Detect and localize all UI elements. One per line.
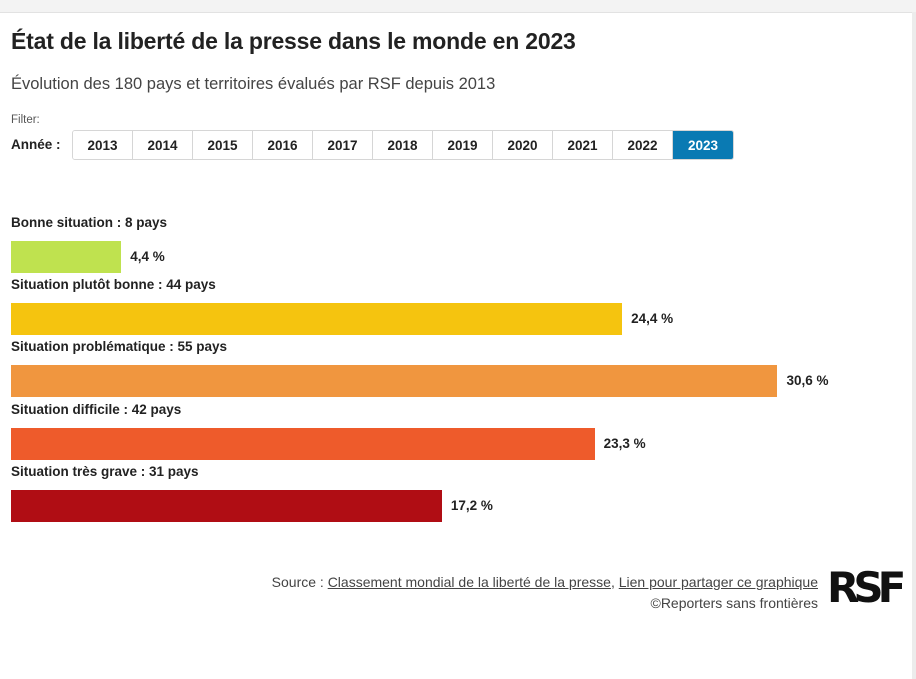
year-button-2014[interactable]: 2014 [133, 131, 193, 159]
bar-chart: Bonne situation : 8 pays 4,4 % Situation p… [0, 215, 916, 535]
source-link[interactable]: Classement mondial de la liberté de la p… [327, 574, 611, 590]
year-button-2013[interactable]: 2013 [73, 131, 133, 159]
value-label: 23,3 % [603, 435, 646, 451]
year-button-2019[interactable]: 2019 [433, 131, 493, 159]
year-button-2016[interactable]: 2016 [253, 131, 313, 159]
source-prefix: Source : [271, 574, 328, 590]
bar[interactable] [11, 241, 122, 273]
category-label: Situation plutôt bonne : 44 pays [11, 277, 216, 293]
category-label: Situation difficile : 42 pays [11, 401, 182, 417]
source-block: Source : Classement mondial de la libert… [272, 572, 818, 614]
filter-label: Filter: [11, 114, 40, 126]
bar[interactable] [11, 489, 442, 522]
source-separator: , [610, 574, 619, 590]
category-label: Bonne situation : 8 pays [11, 215, 168, 230]
year-button-2021[interactable]: 2021 [553, 131, 613, 159]
year-button-2023[interactable]: 2023 [673, 131, 733, 159]
year-button-2017[interactable]: 2017 [313, 131, 373, 159]
bar[interactable] [11, 365, 778, 398]
year-selector: 2013 2014 2015 2016 2017 2018 2019 2020 2021 2022… [72, 130, 734, 160]
year-button-2018[interactable]: 2018 [373, 131, 433, 159]
year-button-2020[interactable]: 2020 [493, 131, 553, 159]
category-label: Situation très grave : 31 pays [11, 463, 199, 479]
rsf-logo: RSF [827, 563, 906, 612]
category-label: Situation problématique : 55 pays [11, 339, 228, 355]
value-label: 17,2 % [450, 497, 493, 513]
value-label: 4,4 % [130, 249, 165, 264]
value-label: 30,6 % [786, 373, 829, 389]
year-button-2015[interactable]: 2015 [193, 131, 253, 159]
year-filter-label: Année : [11, 137, 61, 152]
window-top-strip [0, 0, 916, 13]
value-label: 24,4 % [631, 311, 674, 327]
chart-title: État de la liberté de la presse dans le … [11, 28, 576, 54]
year-button-2022[interactable]: 2022 [613, 131, 673, 159]
copyright: ©Reporters sans frontières [650, 595, 819, 611]
share-link[interactable]: Lien pour partager ce graphique [618, 574, 818, 590]
bar[interactable] [11, 303, 623, 336]
window-right-edge [912, 12, 916, 679]
source-line: Source : Classement mondial de la libert… [272, 572, 818, 593]
chart-subtitle: Évolution des 180 pays et territoires év… [11, 75, 496, 93]
bar[interactable] [11, 427, 595, 460]
